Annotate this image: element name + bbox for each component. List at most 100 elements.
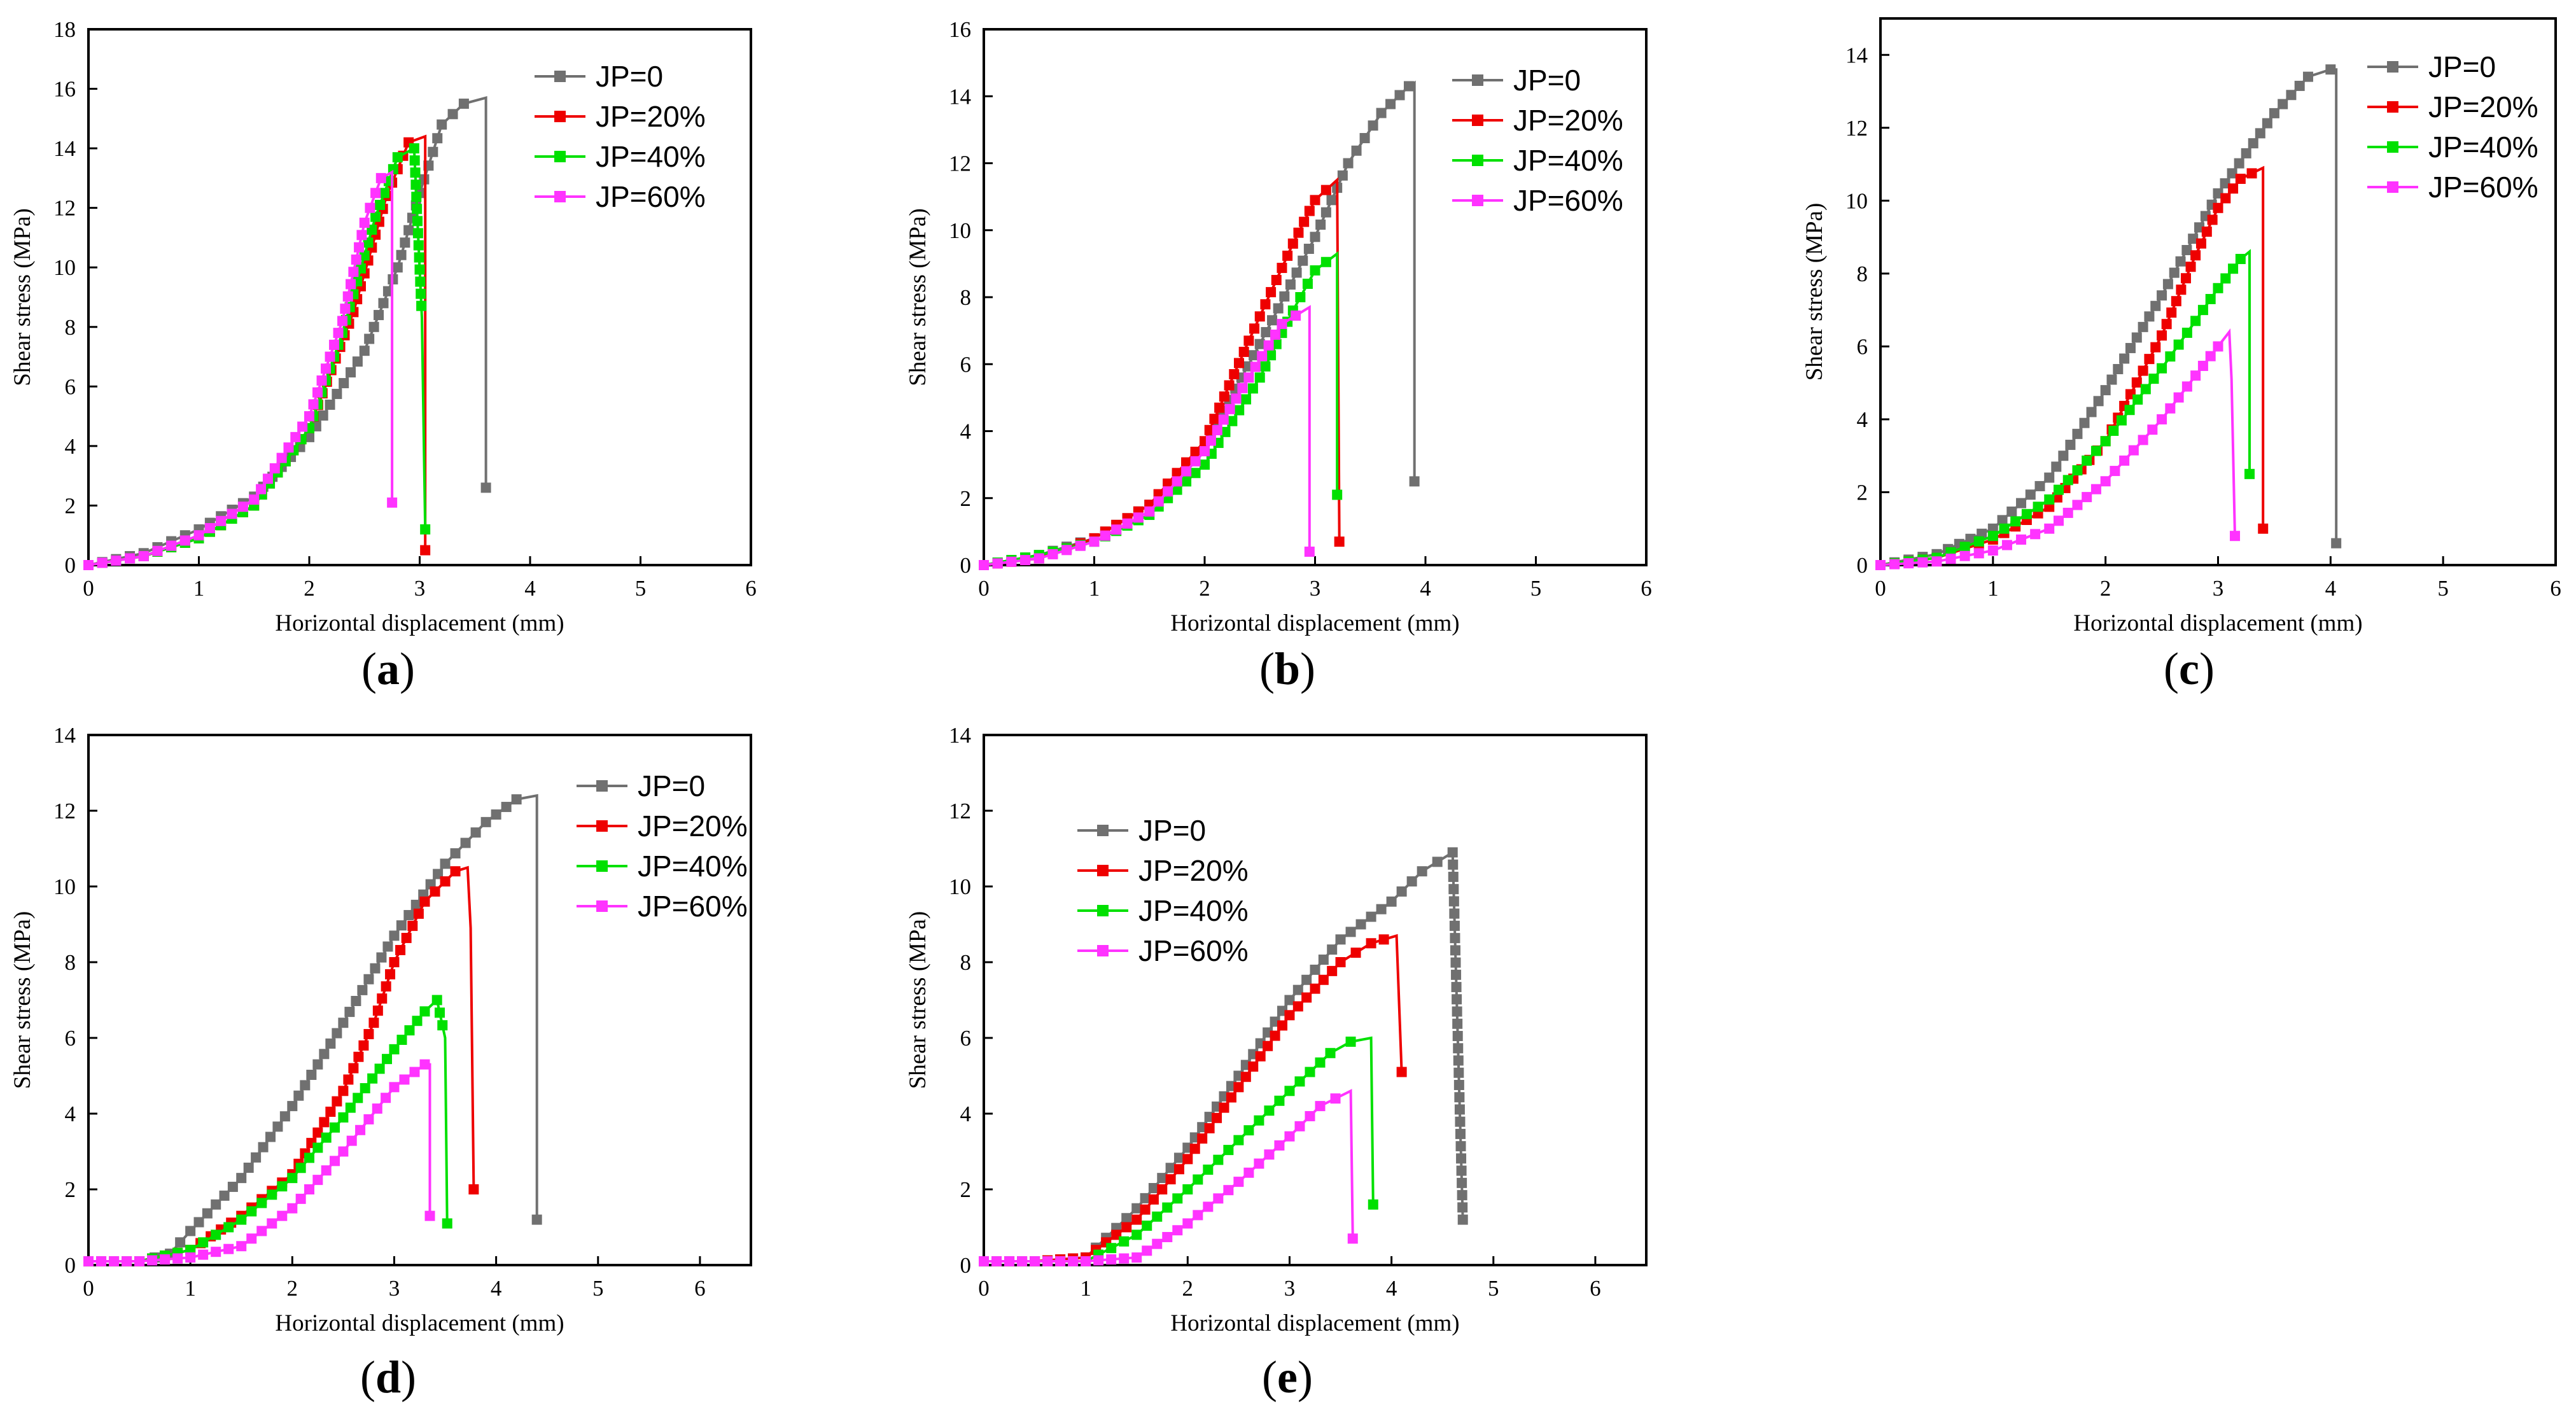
data-marker xyxy=(2185,262,2196,272)
data-marker xyxy=(1330,1093,1341,1104)
data-marker xyxy=(1238,346,1249,357)
series-JP=60% xyxy=(83,1059,435,1267)
data-marker xyxy=(1240,1072,1251,1082)
data-marker xyxy=(1233,1082,1244,1093)
y-axis-title: Shear stress (MPa) xyxy=(905,911,931,1089)
data-marker xyxy=(1204,424,1215,435)
data-marker xyxy=(419,1059,430,1070)
y-tick-label: 6 xyxy=(960,1026,972,1051)
data-marker xyxy=(1447,847,1458,858)
data-marker xyxy=(2262,118,2272,129)
data-marker xyxy=(2228,183,2239,194)
y-tick-label: 14 xyxy=(949,84,971,109)
data-marker xyxy=(415,276,426,287)
data-marker xyxy=(379,188,389,199)
data-marker xyxy=(2157,290,2167,301)
data-marker xyxy=(1305,1067,1315,1077)
data-marker xyxy=(1121,1213,1132,1224)
plot-frame xyxy=(983,734,1648,1266)
y-tick-label: 10 xyxy=(1845,188,1868,213)
y-tick-label: 8 xyxy=(1857,262,1868,286)
data-marker xyxy=(410,167,421,178)
data-marker xyxy=(262,473,273,484)
data-marker xyxy=(1266,287,1277,298)
data-marker xyxy=(295,1193,306,1204)
legend-label: JP=0 xyxy=(1513,64,1581,97)
legend-label: JP=0 xyxy=(596,60,663,93)
data-marker xyxy=(1219,391,1229,402)
data-marker xyxy=(308,399,319,410)
legend-marker xyxy=(1097,945,1109,956)
data-marker xyxy=(381,1093,391,1103)
data-marker xyxy=(2030,529,2041,540)
data-marker xyxy=(1213,1193,1224,1204)
data-marker xyxy=(2082,455,2092,466)
legend-marker xyxy=(1097,905,1109,916)
legend-label: JP=60% xyxy=(1513,184,1623,217)
legend-label: JP=40% xyxy=(1138,894,1249,927)
data-marker xyxy=(1205,435,1216,446)
data-marker xyxy=(1214,402,1225,413)
x-axis-title: Horizontal displacement (mm) xyxy=(1170,1310,1459,1336)
data-marker xyxy=(2100,436,2111,447)
data-marker xyxy=(392,262,403,273)
data-marker xyxy=(1295,292,1306,302)
data-marker xyxy=(2006,507,2017,517)
data-marker xyxy=(325,399,335,410)
data-marker xyxy=(243,1163,254,1173)
data-marker xyxy=(1264,1149,1275,1160)
legend-item: JP=60% xyxy=(1077,934,1249,967)
data-marker xyxy=(1396,886,1407,897)
data-marker xyxy=(1301,992,1312,1003)
data-marker xyxy=(431,995,442,1005)
data-marker xyxy=(1452,994,1462,1005)
data-marker xyxy=(237,501,248,512)
data-marker xyxy=(1227,416,1238,426)
data-marker xyxy=(1294,1076,1305,1087)
data-marker xyxy=(1181,476,1192,487)
data-marker xyxy=(1260,361,1271,372)
legend-marker xyxy=(554,191,566,202)
data-marker xyxy=(1451,969,1462,980)
legend-item: JP=20% xyxy=(1077,854,1249,887)
data-marker xyxy=(414,264,425,275)
data-marker xyxy=(1157,1173,1168,1184)
data-marker xyxy=(1264,1105,1275,1116)
data-marker xyxy=(2220,273,2231,284)
data-marker xyxy=(382,286,393,297)
data-marker xyxy=(416,288,426,299)
data-marker xyxy=(1277,319,1287,330)
data-marker xyxy=(374,310,384,321)
legend-label: JP=20% xyxy=(596,100,706,133)
data-marker xyxy=(1061,545,1072,556)
data-marker xyxy=(409,143,419,154)
data-marker xyxy=(304,431,314,442)
data-marker xyxy=(389,930,400,941)
data-marker xyxy=(1271,275,1282,286)
data-marker xyxy=(1106,1254,1117,1265)
data-marker xyxy=(2255,128,2265,139)
data-marker xyxy=(2065,440,2076,451)
data-marker xyxy=(1350,948,1361,958)
data-marker xyxy=(430,886,440,897)
data-marker xyxy=(1448,896,1459,907)
data-marker xyxy=(1294,1121,1305,1131)
y-tick-label: 18 xyxy=(53,17,76,42)
y-tick-label: 2 xyxy=(960,486,972,511)
data-marker xyxy=(412,1016,423,1026)
y-tick-label: 6 xyxy=(960,352,972,377)
data-marker xyxy=(1455,1141,1466,1152)
data-marker xyxy=(1093,1255,1104,1266)
data-marker xyxy=(321,1165,332,1176)
data-marker xyxy=(175,1237,186,1248)
data-marker xyxy=(400,237,410,248)
legend: JP=0 JP=20% JP=40% JP=60% xyxy=(1077,814,1249,967)
data-marker xyxy=(1987,545,1998,556)
data-marker xyxy=(403,910,414,921)
data-marker xyxy=(2110,466,2120,477)
data-marker xyxy=(2169,267,2180,278)
data-marker xyxy=(325,1107,336,1117)
data-marker xyxy=(1351,145,1362,156)
